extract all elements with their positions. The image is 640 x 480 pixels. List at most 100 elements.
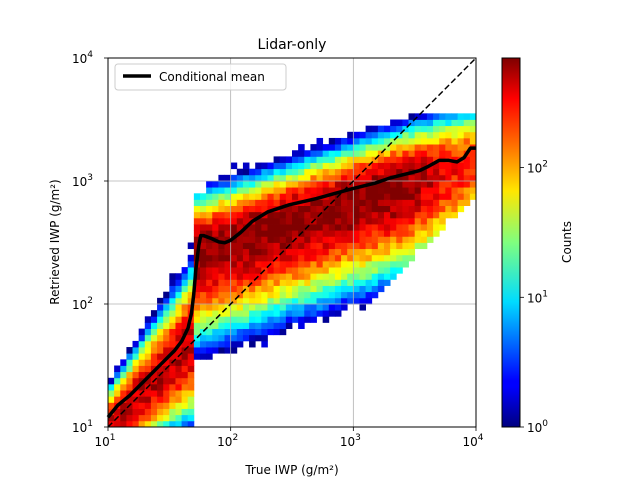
heatmap-cell: [359, 174, 366, 182]
heatmap-cell: [341, 199, 348, 206]
heatmap-cell: [353, 150, 360, 157]
heatmap-cell: [273, 285, 281, 293]
heatmap-cell: [463, 113, 471, 120]
heatmap-cell: [334, 137, 342, 145]
heatmap-cell: [463, 168, 471, 176]
heatmap-cell: [371, 279, 379, 286]
heatmap-cell: [322, 217, 330, 225]
heatmap-cell: [390, 187, 397, 194]
heatmap-cell: [390, 236, 397, 243]
heatmap-cell: [279, 242, 287, 250]
heatmap-cell: [144, 322, 152, 329]
heatmap-cell: [316, 181, 324, 188]
heatmap-cell: [169, 304, 176, 311]
heatmap-cell: [193, 340, 201, 348]
heatmap-cell: [304, 217, 311, 225]
heatmap-cell: [114, 377, 121, 385]
colorbar-tick-exponent: 2: [542, 160, 548, 170]
heatmap-cell: [371, 291, 379, 299]
heatmap-cell: [242, 187, 250, 194]
colorbar-tick-exponent: 1: [542, 289, 548, 299]
heatmap-cell: [285, 310, 293, 317]
heatmap-cell: [218, 279, 225, 286]
heatmap-cell: [157, 347, 164, 354]
heatmap-cell: [181, 414, 189, 422]
heatmap-cell: [193, 211, 201, 219]
heatmap-cell: [420, 181, 428, 188]
heatmap-cell: [341, 297, 348, 305]
heatmap-cell: [169, 291, 176, 299]
heatmap-cell: [218, 297, 225, 305]
heatmap-cell: [212, 267, 219, 274]
heatmap-cell: [316, 260, 324, 268]
heatmap-cell: [267, 193, 274, 200]
heatmap-cell: [396, 119, 403, 127]
heatmap-cell: [292, 162, 299, 170]
heatmap-cell: [150, 316, 158, 323]
heatmap-cell: [384, 273, 391, 280]
heatmap-cell: [316, 144, 324, 151]
heatmap-cell: [273, 267, 281, 274]
heatmap-cell: [249, 168, 256, 176]
heatmap-cell: [426, 199, 434, 206]
heatmap-cell: [408, 230, 416, 237]
heatmap-cell: [108, 377, 115, 385]
heatmap-cell: [230, 297, 238, 305]
heatmap-cell: [328, 205, 336, 213]
heatmap-cell: [304, 273, 311, 280]
heatmap-cell: [267, 174, 274, 182]
heatmap-cell: [322, 211, 330, 219]
heatmap-cell: [304, 242, 311, 250]
heatmap-cell: [420, 217, 428, 225]
heatmap-cell: [206, 230, 213, 237]
heatmap-cell: [285, 267, 293, 274]
heatmap-cell: [298, 181, 305, 188]
heatmap-cell: [230, 310, 238, 317]
heatmap-cell: [187, 396, 195, 403]
heatmap-cell: [298, 310, 305, 317]
heatmap-cell: [193, 347, 201, 354]
heatmap-cell: [114, 371, 121, 379]
heatmap-cell: [292, 254, 299, 262]
heatmap-cell: [132, 359, 140, 366]
heatmap-cell: [451, 205, 458, 213]
heatmap-cell: [224, 260, 232, 268]
heatmap-cell: [279, 328, 287, 336]
heatmap-cell: [384, 230, 391, 237]
heatmap-cell: [169, 414, 176, 422]
heatmap-cell: [451, 187, 458, 194]
heatmap-cell: [310, 181, 317, 188]
heatmap-cell: [377, 144, 385, 151]
heatmap-cell: [285, 181, 293, 188]
heatmap-cell: [200, 199, 207, 206]
heatmap-cell: [224, 304, 232, 311]
heatmap-cell: [414, 230, 422, 237]
heatmap-cell: [193, 297, 201, 305]
heatmap-cell: [402, 156, 409, 163]
heatmap-cell: [212, 273, 219, 280]
heatmap-cell: [249, 193, 256, 200]
heatmap-cell: [181, 377, 189, 385]
heatmap-cell: [469, 174, 477, 182]
heatmap-cell: [328, 187, 336, 194]
heatmap-cell: [359, 181, 366, 188]
heatmap-cell: [341, 211, 348, 219]
heatmap-cell: [230, 267, 238, 274]
heatmap-cell: [341, 193, 348, 200]
heatmap-cell: [212, 254, 219, 262]
heatmap-cell: [371, 242, 379, 250]
heatmap-cell: [316, 156, 324, 163]
heatmap-cell: [157, 316, 164, 323]
heatmap-cell: [439, 193, 446, 200]
heatmap-cell: [261, 168, 268, 176]
heatmap-cell: [206, 316, 213, 323]
heatmap-cell: [138, 396, 146, 403]
heatmap-cell: [328, 242, 336, 250]
heatmap-cell: [298, 254, 305, 262]
heatmap-cell: [285, 224, 293, 231]
heatmap-cell: [292, 316, 299, 323]
heatmap-cell: [414, 156, 422, 163]
heatmap-cell: [353, 168, 360, 176]
heatmap-cell: [341, 279, 348, 286]
heatmap-cell: [292, 156, 299, 163]
